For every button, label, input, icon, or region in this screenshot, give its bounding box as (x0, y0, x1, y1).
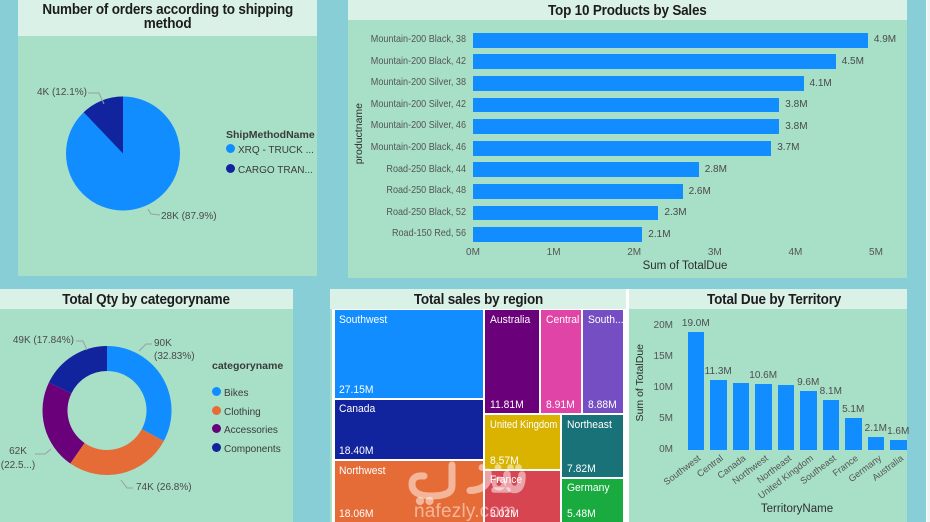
svg-text:nafezly.com: nafezly.com (414, 501, 516, 522)
